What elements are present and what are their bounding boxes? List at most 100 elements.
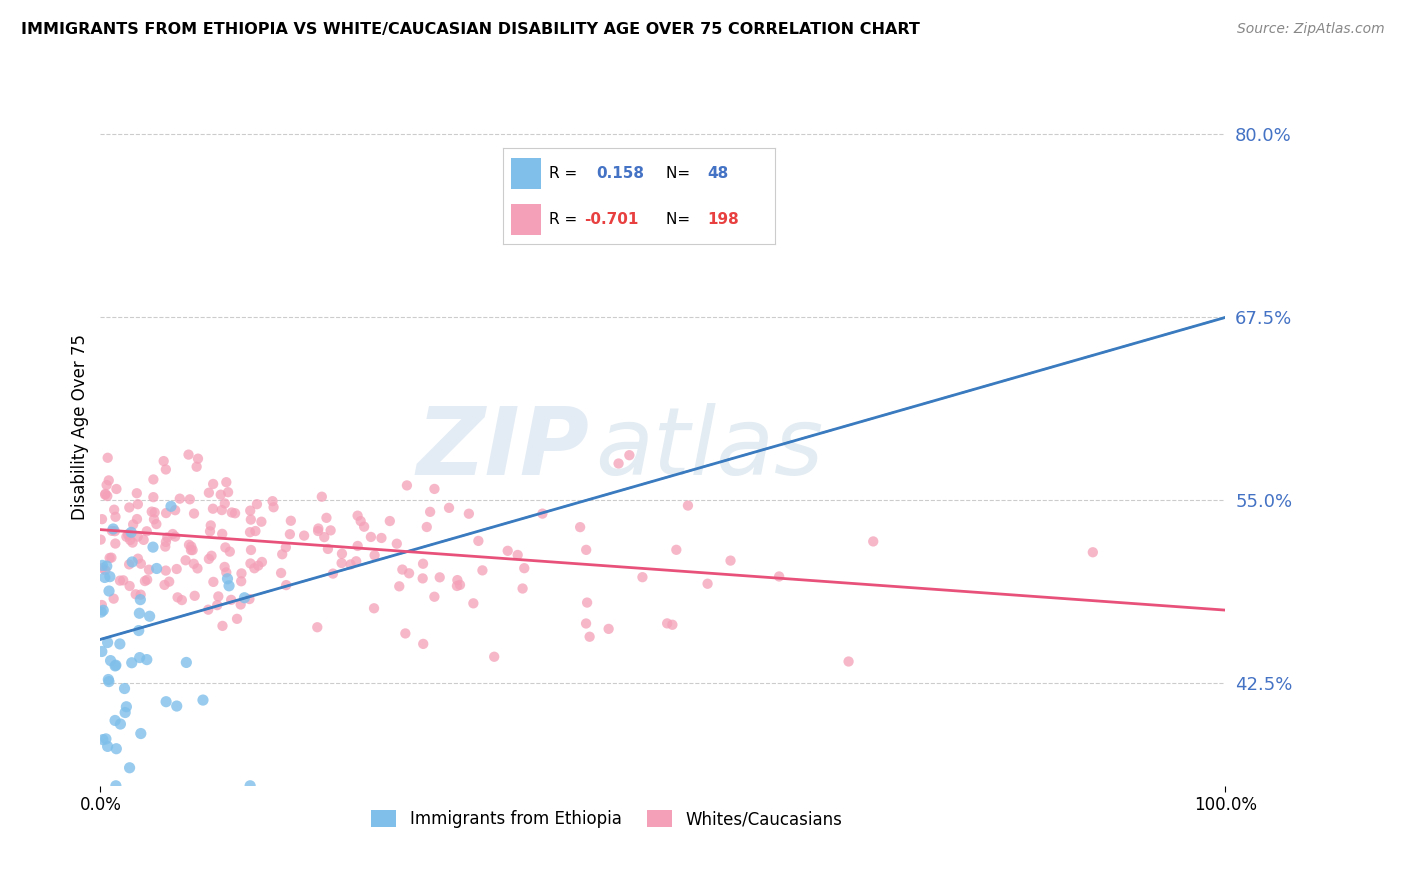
Point	[100, 654, 122, 668]
Point	[226, 612, 249, 626]
Point	[224, 506, 246, 520]
Point	[187, 451, 209, 466]
Text: 48: 48	[707, 166, 728, 181]
Point	[207, 590, 229, 604]
Text: IMMIGRANTS FROM ETHIOPIA VS WHITE/CAUCASIAN DISABILITY AGE OVER 75 CORRELATION C: IMMIGRANTS FROM ETHIOPIA VS WHITE/CAUCAS…	[21, 22, 920, 37]
Point	[720, 553, 742, 567]
Point	[363, 549, 385, 563]
Point	[238, 592, 260, 607]
Point	[97, 739, 120, 754]
Point	[214, 541, 236, 555]
Point	[155, 564, 177, 578]
Point	[129, 588, 152, 602]
Point	[412, 571, 434, 585]
Point	[429, 570, 451, 584]
Point	[360, 530, 382, 544]
Point	[215, 475, 238, 490]
Point	[513, 561, 536, 575]
Point	[183, 507, 205, 521]
Point	[211, 503, 233, 517]
Point	[128, 607, 150, 621]
Point	[531, 507, 554, 521]
Point	[120, 533, 142, 547]
Point	[117, 528, 139, 542]
Point	[243, 561, 266, 575]
Point	[104, 524, 127, 538]
Point	[166, 591, 188, 605]
Point	[419, 505, 441, 519]
Point	[657, 616, 679, 631]
Point	[463, 596, 485, 610]
Point	[166, 562, 188, 576]
Point	[136, 573, 159, 587]
Point	[104, 779, 127, 793]
Point	[457, 507, 479, 521]
Text: 0.158: 0.158	[596, 166, 644, 181]
Point	[94, 487, 117, 501]
Point	[575, 542, 598, 557]
Point	[101, 522, 124, 536]
Point	[330, 547, 353, 561]
Point	[120, 525, 142, 540]
Text: atlas: atlas	[595, 403, 824, 494]
Point	[118, 579, 141, 593]
Point	[145, 561, 167, 575]
Point	[239, 557, 262, 571]
Point	[330, 556, 353, 570]
Point	[398, 566, 420, 581]
Point	[449, 578, 471, 592]
Point	[98, 584, 121, 599]
Point	[101, 524, 124, 538]
Point	[250, 515, 273, 529]
Point	[135, 524, 157, 539]
Point	[696, 576, 718, 591]
Point	[339, 558, 361, 572]
Point	[198, 552, 221, 566]
Point	[271, 547, 294, 561]
Point	[214, 560, 236, 574]
Point	[143, 505, 166, 519]
Point	[125, 512, 148, 526]
Point	[142, 490, 165, 504]
Point	[169, 491, 191, 506]
Point	[105, 482, 128, 496]
Text: N=: N=	[666, 166, 695, 181]
Point	[165, 503, 187, 517]
Point	[198, 524, 221, 539]
Point	[270, 566, 292, 580]
Point	[98, 550, 121, 565]
Point	[181, 543, 204, 558]
Point	[423, 482, 446, 496]
Point	[121, 656, 143, 670]
Point	[165, 530, 187, 544]
Point	[103, 591, 125, 606]
Point	[471, 563, 494, 577]
Point	[245, 524, 267, 538]
Point	[97, 474, 120, 488]
Point	[112, 574, 135, 588]
Point	[198, 485, 221, 500]
Point	[202, 574, 225, 589]
Point	[412, 637, 434, 651]
Point	[395, 478, 418, 492]
Point	[174, 553, 197, 567]
Point	[129, 592, 152, 607]
Point	[110, 717, 132, 731]
Point	[98, 569, 121, 583]
Point	[191, 693, 214, 707]
Point	[104, 536, 127, 550]
Point	[631, 570, 654, 584]
Point	[246, 497, 269, 511]
Point	[512, 582, 534, 596]
Point	[127, 530, 149, 544]
Point	[142, 473, 165, 487]
Point	[155, 506, 177, 520]
Point	[118, 558, 141, 572]
Point	[129, 726, 152, 740]
Point	[394, 626, 416, 640]
Point	[186, 459, 208, 474]
Point	[128, 624, 150, 638]
Text: 198: 198	[707, 212, 738, 227]
Point	[132, 533, 155, 547]
Point	[129, 557, 152, 571]
